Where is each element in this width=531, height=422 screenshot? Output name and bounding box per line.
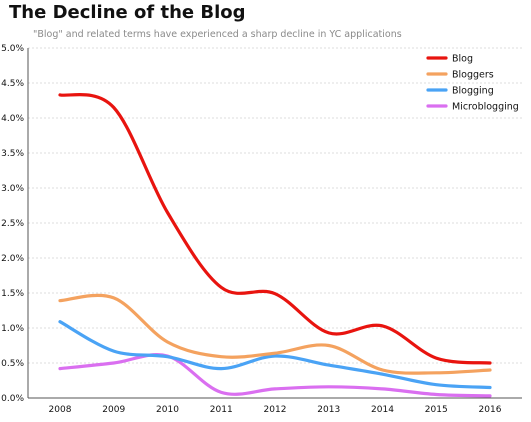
series-line-blog bbox=[58, 92, 492, 365]
legend-label-bloggers: Bloggers bbox=[452, 70, 494, 81]
x-tick-label: 2013 bbox=[317, 405, 340, 415]
y-tick-label: 3.0% bbox=[1, 184, 24, 194]
y-tick-label: 4.5% bbox=[1, 79, 24, 89]
series-layer bbox=[58, 92, 492, 398]
y-tick-label: 2.5% bbox=[1, 219, 24, 229]
legend-label-blog: Blog bbox=[452, 54, 473, 65]
x-tick-label: 2009 bbox=[102, 405, 125, 415]
y-tick-label: 4.0% bbox=[1, 114, 24, 124]
x-tick-label: 2012 bbox=[264, 405, 287, 415]
series-line-microblogging bbox=[58, 353, 492, 398]
y-tick-label: 0.0% bbox=[1, 394, 24, 404]
y-tick-label: 0.5% bbox=[1, 359, 24, 369]
legend-label-microblogging: Microblogging bbox=[452, 102, 519, 113]
y-tick-label: 1.0% bbox=[1, 324, 24, 334]
axis-layer: 0.0% 0.5% 1.0% 1.5% 2.0% 2.5% 3.0% 3.5% 4.0% 4.5%… bbox=[1, 44, 522, 415]
x-tick-label: 2015 bbox=[425, 405, 448, 415]
grid-layer bbox=[28, 47, 522, 364]
x-tick-label: 2010 bbox=[156, 405, 179, 415]
x-tick-label: 2014 bbox=[371, 405, 394, 415]
legend: Blog Bloggers Blogging Microblogging bbox=[426, 54, 519, 113]
legend-label-blogging: Blogging bbox=[452, 86, 494, 97]
x-tick-label: 2011 bbox=[210, 405, 233, 415]
series-line-bloggers bbox=[58, 293, 492, 375]
x-tick-label: 2016 bbox=[479, 405, 502, 415]
x-tick-label: 2008 bbox=[49, 405, 72, 415]
y-tick-label: 5.0% bbox=[1, 44, 24, 54]
y-tick-label: 2.0% bbox=[1, 254, 24, 264]
y-tick-label: 3.5% bbox=[1, 149, 24, 159]
y-tick-label: 1.5% bbox=[1, 289, 24, 299]
series-line-blogging bbox=[58, 320, 492, 390]
chart-subtitle: "Blog" and related terms have experience… bbox=[33, 29, 402, 40]
chart-title: The Decline of the Blog bbox=[9, 2, 246, 23]
